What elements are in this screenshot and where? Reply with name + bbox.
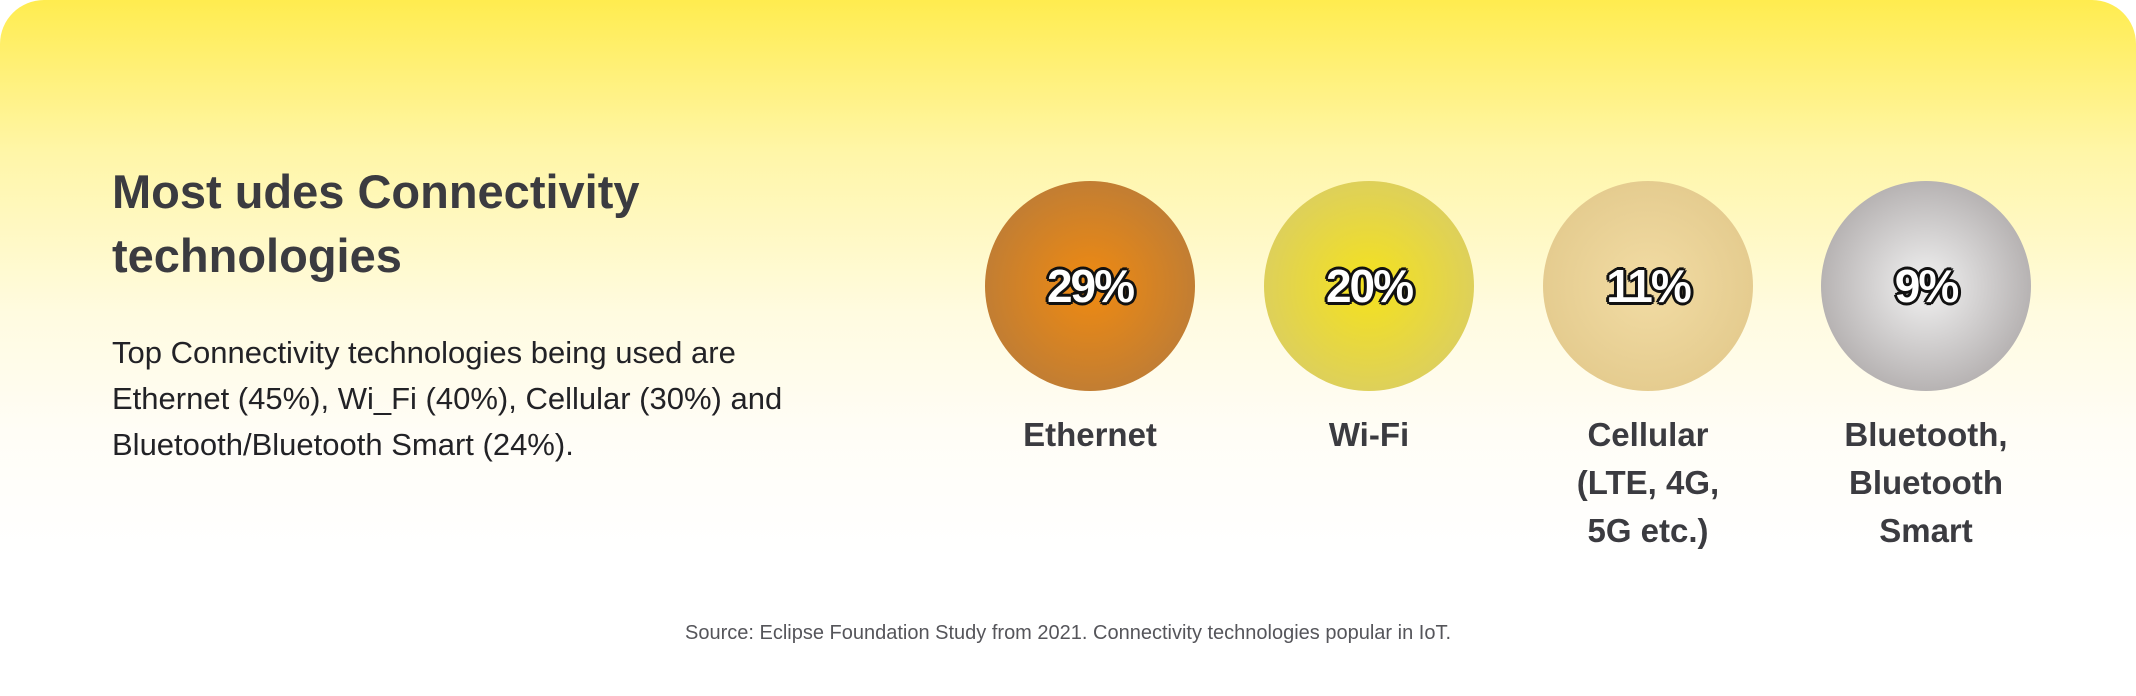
stat-value: 11%: [1606, 260, 1692, 312]
stat-label: Cellular (LTE, 4G, 5G etc.): [1576, 416, 1720, 549]
stat-circle: 9%: [1821, 181, 2031, 391]
stat-bluetooth: 9% Bluetooth, Bluetooth Smart: [1786, 181, 2066, 555]
stat-circle: 29%: [985, 181, 1195, 391]
stat-label: Bluetooth, Bluetooth Smart: [1844, 416, 2008, 549]
stat-circle: 11%: [1543, 181, 1753, 391]
stat-label: Ethernet: [1023, 416, 1157, 453]
stat-value: 29%: [1046, 260, 1135, 312]
page-title: Most udes Connectivity technologies: [112, 165, 640, 282]
stat-wifi: 20% Wi-Fi: [1229, 181, 1509, 459]
stat-value: 20%: [1325, 260, 1414, 312]
stat-value: 9%: [1894, 260, 1960, 312]
stat-label: Wi-Fi: [1328, 416, 1410, 453]
source-note: Source: Eclipse Foundation Study from 20…: [685, 622, 1451, 644]
description: Top Connectivity technologies being used…: [112, 335, 783, 462]
stat-circle: 20%: [1264, 181, 1474, 391]
stat-cellular: 11% Cellular (LTE, 4G, 5G etc.): [1508, 181, 1788, 555]
stat-ethernet: 29% Ethernet: [950, 181, 1230, 459]
